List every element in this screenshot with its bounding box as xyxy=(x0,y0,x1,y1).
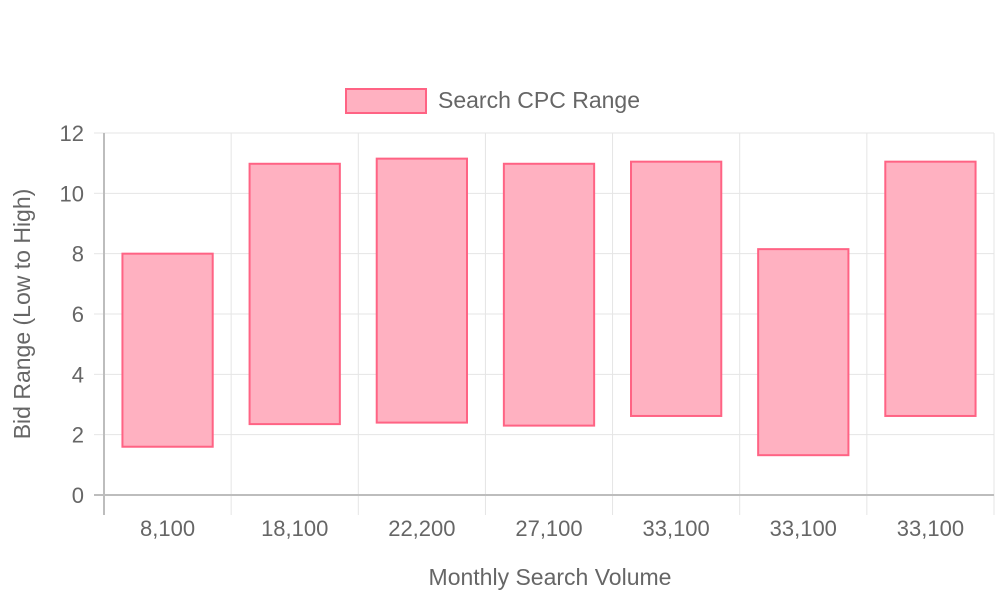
x-tick-label: 22,200 xyxy=(388,516,455,541)
y-tick-label: 12 xyxy=(60,121,84,146)
x-axis-title: Monthly Search Volume xyxy=(429,564,672,590)
y-tick-label: 10 xyxy=(60,181,84,206)
x-tick-label: 33,100 xyxy=(770,516,837,541)
bar-range[interactable] xyxy=(248,162,341,426)
y-tick-label: 4 xyxy=(72,362,84,387)
legend-swatch-search-cpc-range xyxy=(345,88,427,114)
x-axis-ticks: 8,100 18,100 22,200 27,100 33,100 33,100 33,10… xyxy=(103,495,995,541)
legend-label: Search CPC Range xyxy=(438,87,640,113)
y-tick-label: 6 xyxy=(72,302,84,327)
bar-range[interactable] xyxy=(121,252,214,448)
bar-range[interactable] xyxy=(884,160,977,417)
y-axis-ticks: 0 2 4 6 8 10 12 xyxy=(60,121,104,508)
x-tick-label: 8,100 xyxy=(140,516,195,541)
bars xyxy=(121,157,977,457)
y-tick-label: 8 xyxy=(72,242,84,267)
bar-range[interactable] xyxy=(375,157,468,424)
x-tick-label: 33,100 xyxy=(897,516,964,541)
legend[interactable]: Search CPC Range xyxy=(345,87,640,114)
y-tick-label: 0 xyxy=(72,483,84,508)
bar-range[interactable] xyxy=(757,248,850,457)
y-axis-title: Bid Range (Low to High) xyxy=(9,189,35,440)
x-tick-label: 18,100 xyxy=(261,516,328,541)
y-tick-label: 2 xyxy=(72,423,84,448)
x-tick-label: 33,100 xyxy=(642,516,709,541)
bar-range[interactable] xyxy=(630,160,723,417)
x-tick-label: 27,100 xyxy=(515,516,582,541)
bar-range[interactable] xyxy=(502,162,596,427)
